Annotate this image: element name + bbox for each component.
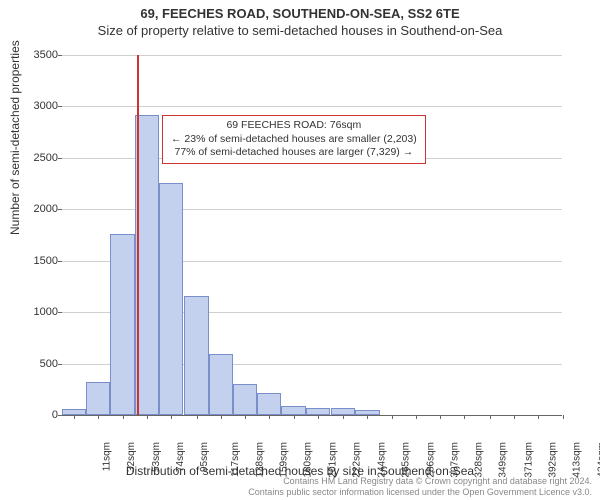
histogram-bar (331, 408, 355, 415)
x-tick-mark (318, 415, 319, 419)
histogram-bar (209, 354, 233, 415)
x-tick-mark (74, 415, 75, 419)
footer-attribution: Contains HM Land Registry data © Crown c… (248, 476, 592, 498)
x-tick-mark (221, 415, 222, 419)
x-tick-mark (416, 415, 417, 419)
histogram-bar (306, 408, 330, 415)
histogram-bar (281, 406, 305, 415)
y-tick-mark (58, 261, 62, 262)
x-tick-mark (294, 415, 295, 419)
footer-line2: Contains public sector information licen… (248, 487, 592, 498)
y-tick-mark (58, 364, 62, 365)
x-tick-mark (245, 415, 246, 419)
histogram-bar (233, 384, 257, 415)
y-tick-mark (58, 209, 62, 210)
info-line-larger: 77% of semi-detached houses are larger (… (171, 146, 417, 160)
x-tick-mark (440, 415, 441, 419)
x-tick-mark (269, 415, 270, 419)
x-tick-mark (538, 415, 539, 419)
marker-info-box: 69 FEECHES ROAD: 76sqm ← 23% of semi-det… (162, 115, 426, 164)
histogram-bar (110, 234, 134, 415)
footer-line1: Contains HM Land Registry data © Crown c… (248, 476, 592, 487)
x-tick-mark (197, 415, 198, 419)
histogram-bar (86, 382, 110, 415)
x-tick-mark (171, 415, 172, 419)
y-tick-label: 500 (22, 358, 58, 370)
histogram-bar (184, 296, 208, 415)
x-tick-mark (563, 415, 564, 419)
chart-container: 69, FEECHES ROAD, SOUTHEND-ON-SEA, SS2 6… (0, 0, 600, 500)
title-address: 69, FEECHES ROAD, SOUTHEND-ON-SEA, SS2 6… (0, 6, 600, 21)
y-tick-mark (58, 106, 62, 107)
y-tick-label: 3500 (22, 49, 58, 61)
property-marker-line (137, 55, 139, 415)
y-tick-label: 1500 (22, 255, 58, 267)
x-tick-mark (514, 415, 515, 419)
title-subtitle: Size of property relative to semi-detach… (0, 23, 600, 38)
x-tick-mark (147, 415, 148, 419)
y-tick-label: 2500 (22, 152, 58, 164)
y-tick-label: 2000 (22, 203, 58, 215)
y-tick-mark (58, 55, 62, 56)
y-tick-mark (58, 312, 62, 313)
y-tick-mark (58, 415, 62, 416)
y-axis-label: Number of semi-detached properties (8, 40, 22, 235)
info-line-property: 69 FEECHES ROAD: 76sqm (171, 119, 417, 133)
histogram-bar (159, 183, 183, 415)
x-tick-mark (367, 415, 368, 419)
y-tick-label: 0 (22, 409, 58, 421)
y-tick-mark (58, 158, 62, 159)
x-tick-mark (123, 415, 124, 419)
info-line-smaller: ← 23% of semi-detached houses are smalle… (171, 133, 417, 147)
x-tick-mark (343, 415, 344, 419)
title-block: 69, FEECHES ROAD, SOUTHEND-ON-SEA, SS2 6… (0, 0, 600, 38)
y-tick-label: 3000 (22, 100, 58, 112)
x-tick-mark (392, 415, 393, 419)
x-tick-mark (490, 415, 491, 419)
x-tick-mark (98, 415, 99, 419)
y-tick-label: 1000 (22, 306, 58, 318)
x-tick-mark (464, 415, 465, 419)
chart-plot-area: 050010001500200025003000350011sqm32sqm53… (62, 55, 562, 416)
histogram-bar (257, 393, 281, 415)
